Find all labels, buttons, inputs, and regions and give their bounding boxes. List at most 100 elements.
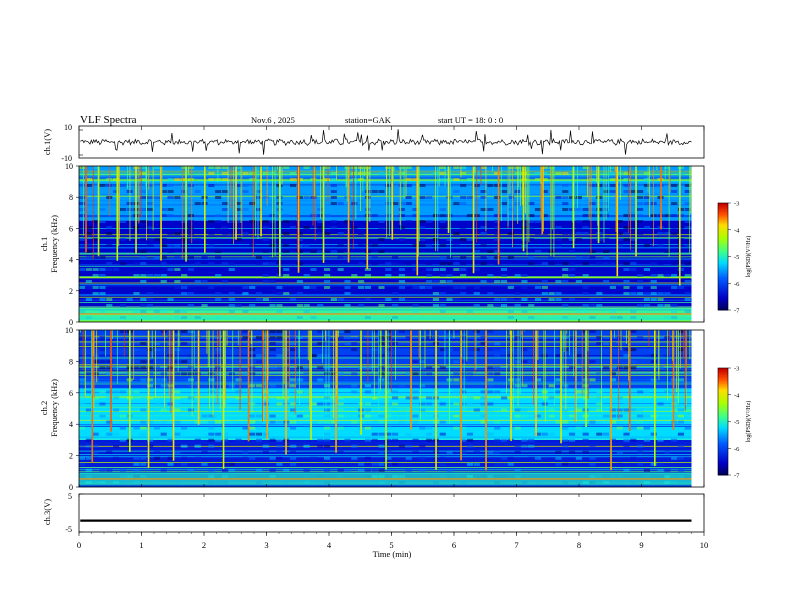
spectrogram-cell [637,286,644,289]
spectrogram-cell [473,348,480,352]
spectrogram-cell [555,420,562,424]
spectrogram-cell [235,396,242,400]
spectrogram-cell [541,390,548,394]
spectrogram-cell [119,208,126,211]
spectrogram-cell [405,166,412,169]
spectrogram-cell [289,414,297,418]
spectrogram-cell [296,262,303,265]
spectrogram-sferic [614,330,616,338]
spectrogram-cell [181,378,188,382]
spectrogram-cell [412,208,419,211]
spectrogram-cell [528,304,535,307]
spectrogram-sferic [686,330,687,369]
spectrogram-cell [609,184,616,187]
spectrogram-cell [555,238,562,241]
spectrogram-cell [181,456,188,460]
spectrogram-sferic [585,330,587,428]
spectrogram-cell [609,342,616,346]
spectrogram-sferic [587,330,589,400]
spectrogram-sferic [629,166,631,250]
spectrogram-sferic [320,166,322,219]
spectrogram-cell [507,298,514,301]
spectrogram-cell [113,178,120,181]
spectrogram-cell [201,420,208,424]
spectrogram-cell [589,444,596,448]
spectrogram-cell [446,450,453,454]
spectrogram-cell [616,238,623,241]
spectrogram-sferic [335,330,337,453]
spectrogram-cell [208,414,215,418]
spectrogram-sferic [395,330,396,380]
spectrogram-cell [364,298,371,301]
spectrogram-cell [221,166,229,169]
spectrogram-cell [208,420,215,424]
spectrogram-sferic [475,330,477,370]
spectrogram-cell [140,298,147,301]
spectrogram-sferic [581,330,583,396]
spectrogram-cell [221,438,229,442]
spectrogram-cell [160,238,167,241]
spectrogram-sferic [507,166,509,226]
spectrogram-cell [99,274,106,277]
spectrogram-cell [419,238,426,241]
spectrogram-cell [677,286,685,289]
spectrogram-cell [643,304,650,307]
spectrogram-cell [249,244,256,247]
spectrogram-cell [289,360,297,364]
spectrogram-ytick-label: 4 [69,420,73,429]
spectrogram-cell [324,456,331,460]
spectrogram-cell [181,274,188,277]
spectrogram-cell [412,286,419,289]
spectrogram-cell [133,456,140,460]
spectrogram-cell [317,378,324,382]
spectrogram-sferic [506,330,508,394]
spectrogram-cell [671,232,678,235]
spectrogram-cell [684,226,691,229]
spectrogram-cell [562,438,569,442]
colorbar-segment [718,244,728,247]
spectrogram-cell [575,354,582,358]
spectrogram-cell [255,256,263,259]
spectrogram-sferic [610,330,612,347]
spectrogram-cell [235,304,242,307]
spectrogram-cell [623,190,630,193]
spectrogram-cell [637,232,644,235]
spectrogram-cell [324,372,331,376]
spectrogram-cell [358,166,365,169]
spectrogram-cell [160,244,167,247]
spectrogram-sferic [239,330,241,411]
spectrogram-cell [324,444,331,448]
spectrogram-cell [494,354,501,358]
spectrogram-cell [85,372,92,376]
colorbar-segment [718,467,728,471]
spectrogram-cell [215,414,222,418]
spectrogram-sferic [435,166,436,252]
spectrogram-cell [426,196,433,199]
spectrogram-cell [242,172,249,175]
spectrogram-cell [562,444,569,448]
spectrogram-cell [303,408,310,412]
spectrogram-cell [637,450,644,454]
spectrogram-cell [378,238,385,241]
colorbar-tick-label: -6 [734,281,740,288]
spectrogram-cell [643,438,650,442]
spectrogram-sferic [685,330,687,406]
spectrogram-cell [262,280,269,283]
spectrogram-cell [262,402,269,406]
spectrogram-cell [242,184,249,187]
spectrogram-cell [221,208,229,211]
colorbar-segment [718,435,728,439]
spectrogram-cell [528,226,535,229]
spectrogram-cell [432,298,440,301]
spectrogram-cell [174,244,181,247]
spectrogram-cell [140,262,147,265]
spectrogram-cell [677,268,685,271]
spectrogram-cell [99,414,106,418]
spectrogram-cell [562,420,569,424]
spectrogram-cell [85,468,92,472]
spectrogram-cell [650,354,657,358]
spectrogram-cell [684,208,691,211]
spectrogram-cell [269,262,276,265]
spectrogram-cell [119,184,126,187]
